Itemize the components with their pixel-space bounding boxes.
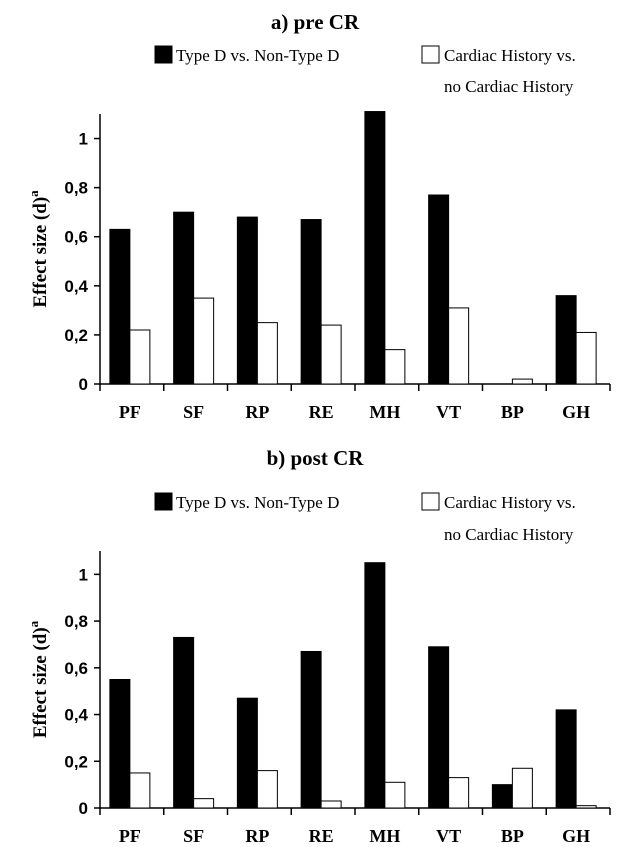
y-tick-label: 0,6 <box>64 659 88 678</box>
bar-cardiac-history-bp <box>511 767 533 809</box>
x-category-label: VT <box>436 826 461 846</box>
bar-type-d-pf <box>109 679 131 809</box>
legend: Type D vs. Non-Type D Cardiac History vs.… <box>154 45 576 96</box>
bar-cardiac-history-sf <box>193 297 215 385</box>
bar-cardiac-history-pf <box>129 329 151 385</box>
bar-cardiac-history-rp <box>256 770 278 809</box>
bar-cardiac-history-vt <box>448 777 470 809</box>
bar-cardiac-history-mh <box>384 781 406 809</box>
bar-type-d-sf <box>173 211 195 385</box>
y-tick-label: 0,2 <box>64 326 88 345</box>
bar-type-d-vt <box>428 194 450 385</box>
legend-label-type-d: Type D vs. Non-Type D <box>176 46 339 65</box>
legend: Type D vs. Non-Type D Cardiac History vs.… <box>154 492 576 544</box>
legend-label-cardiac-history-line2: no Cardiac History <box>444 77 574 96</box>
x-category-label: MH <box>369 826 400 846</box>
y-tick-label: 0,4 <box>64 706 88 725</box>
y-tick-label: 1 <box>79 565 88 584</box>
chart-panel-post: b) post CR Type D vs. Non-Type D Cardiac H… <box>26 446 611 846</box>
bar-type-d-re <box>300 219 322 385</box>
bar-cardiac-history-re <box>320 324 342 385</box>
legend-swatch-type-d <box>154 45 173 64</box>
chart-title: a) pre CR <box>271 10 360 34</box>
y-tick-label: 0,4 <box>64 277 88 296</box>
legend-label-cardiac-history-line1: Cardiac History vs. <box>444 46 576 65</box>
bar-type-d-mh <box>364 562 386 809</box>
x-category-label: SF <box>183 826 204 846</box>
y-tick-label: 0,8 <box>64 179 88 198</box>
bar-type-d-rp <box>236 697 258 809</box>
x-category-label: GH <box>562 402 590 422</box>
x-category-label: RE <box>309 402 334 422</box>
legend-label-type-d: Type D vs. Non-Type D <box>176 493 339 512</box>
bar-type-d-re <box>300 650 322 809</box>
bar-cardiac-history-gh <box>575 331 597 385</box>
bar-cardiac-history-vt <box>448 307 470 385</box>
bar-type-d-gh <box>555 295 577 385</box>
x-category-label: PF <box>119 826 141 846</box>
legend-swatch-cardiac-history <box>421 45 440 64</box>
bar-cardiac-history-sf <box>193 798 215 809</box>
x-category-label: BP <box>501 402 524 422</box>
y-tick-label: 0 <box>79 799 88 818</box>
bar-cardiac-history-gh <box>575 805 597 809</box>
x-category-label: BP <box>501 826 524 846</box>
x-category-label: SF <box>183 402 204 422</box>
chart-panel-pre: a) pre CR Type D vs. Non-Type D Cardiac Hi… <box>26 10 611 422</box>
bar-cardiac-history-rp <box>256 322 278 385</box>
bar-type-d-pf <box>109 228 131 385</box>
y-axis-label: Effect size (d)a <box>26 190 51 308</box>
chart-title: b) post CR <box>267 446 365 470</box>
y-tick-label: 0 <box>79 375 88 394</box>
y-tick-label: 1 <box>79 130 88 149</box>
x-category-label: GH <box>562 826 590 846</box>
x-category-label: RE <box>309 826 334 846</box>
y-tick-label: 0,8 <box>64 612 88 631</box>
y-axis-label: Effect size (d)a <box>26 620 51 738</box>
legend-swatch-cardiac-history <box>421 492 440 511</box>
bar-type-d-vt <box>428 646 450 809</box>
x-category-label: VT <box>436 402 461 422</box>
legend-label-cardiac-history-line2: no Cardiac History <box>444 525 574 544</box>
x-category-label: PF <box>119 402 141 422</box>
bar-type-d-sf <box>173 636 195 809</box>
legend-swatch-type-d <box>154 492 173 511</box>
x-category-label: RP <box>245 402 269 422</box>
bar-cardiac-history-pf <box>129 772 151 809</box>
bar-type-d-gh <box>555 709 577 809</box>
bar-cardiac-history-bp <box>511 378 533 385</box>
y-tick-label: 0,6 <box>64 228 88 247</box>
bar-cardiac-history-re <box>320 800 342 809</box>
bar-type-d-bp <box>491 784 513 809</box>
x-category-label: RP <box>245 826 269 846</box>
bar-type-d-rp <box>236 216 258 385</box>
legend-label-cardiac-history-line1: Cardiac History vs. <box>444 493 576 512</box>
y-tick-label: 0,2 <box>64 752 88 771</box>
bar-type-d-mh <box>364 111 386 385</box>
x-category-label: MH <box>369 402 400 422</box>
bar-cardiac-history-mh <box>384 349 406 385</box>
